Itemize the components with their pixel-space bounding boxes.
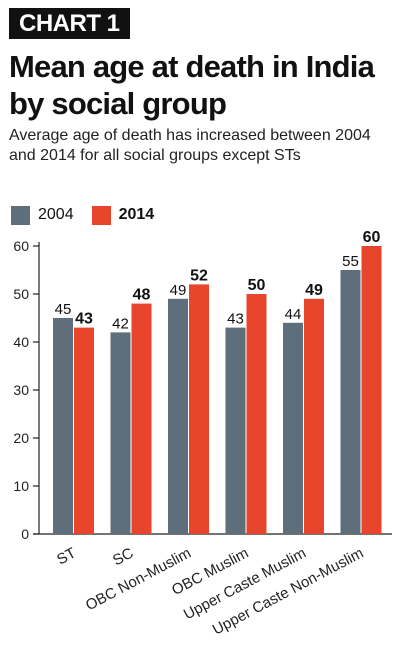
data-label-2014: 49 [305,282,323,299]
y-tick-label: 60 [13,238,29,254]
chart-title: Mean age at death in India by social gro… [9,49,375,121]
data-label-2004: 45 [55,301,72,318]
y-tick-label: 10 [13,478,29,494]
legend-swatch-2004 [11,205,30,225]
bar-2014 [304,298,324,534]
chart-subtitle: Average age of death has increased betwe… [9,127,371,164]
y-tick-label: 40 [13,334,29,350]
x-tick-label: ST [54,545,79,569]
bar-2004 [283,322,303,534]
chart-tag: CHART 1 [9,8,130,39]
bar-2014 [131,303,152,534]
legend-label-2004: 2004 [38,206,74,223]
data-label-2014: 60 [363,229,381,246]
bar-2014 [246,294,267,534]
bar-2004 [340,270,361,534]
data-label-2014: 43 [75,311,93,328]
data-label-2004: 49 [170,282,187,299]
legend: 2004 2014 [11,204,172,226]
bar-2004 [53,318,73,534]
bar-2014 [74,327,94,534]
y-tick-label: 20 [13,430,29,446]
data-label-2014: 50 [248,277,266,294]
data-label-2004: 43 [227,311,244,328]
legend-item-2014: 2014 [91,205,155,225]
bar-2004 [225,327,246,534]
data-label-2004: 55 [342,253,359,270]
legend-label-2014: 2014 [118,206,155,223]
bar-2014 [189,284,209,534]
data-label-2004: 44 [285,306,302,323]
bar-2014 [361,246,382,534]
data-label-2014: 52 [190,267,208,284]
data-label-2004: 42 [112,315,129,332]
bar-2004 [110,332,131,534]
x-tick-label: SC [110,544,137,569]
data-label-2014: 48 [133,287,151,304]
bar-2004 [168,298,188,534]
legend-swatch-2014 [91,205,111,225]
y-tick-label: 50 [13,286,29,302]
y-tick-label: 30 [13,382,29,398]
legend-item-2004: 2004 [11,205,74,225]
y-tick-label: 0 [21,526,29,542]
